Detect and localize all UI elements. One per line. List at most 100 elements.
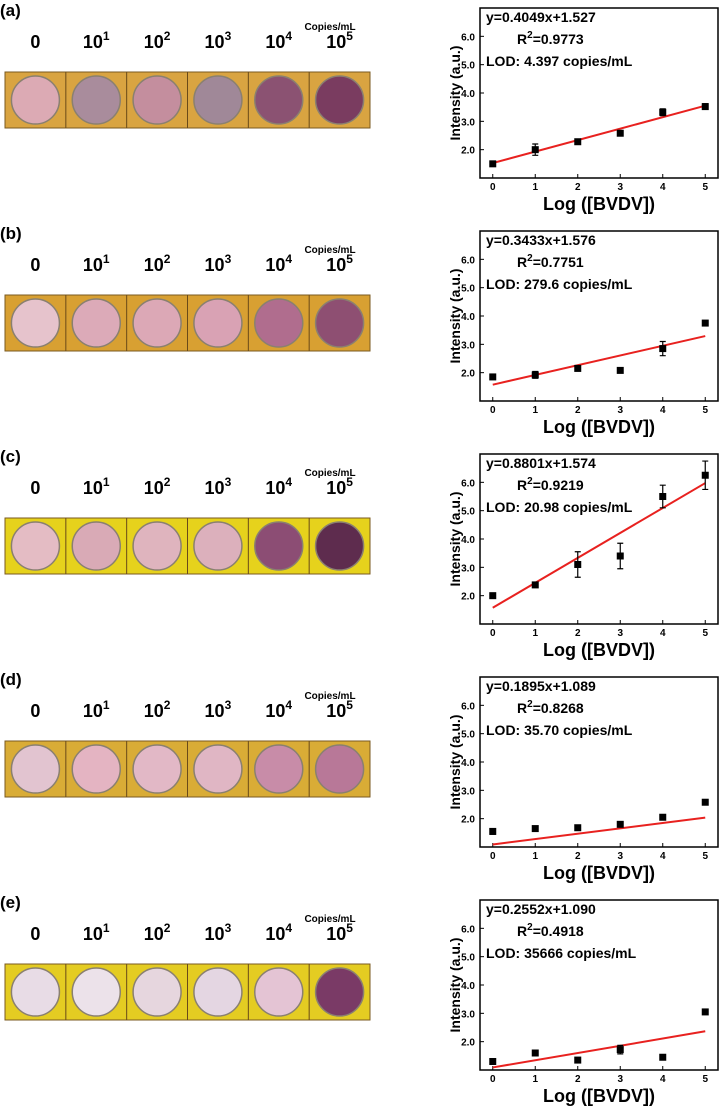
y-tick-label: 4.0 [461,312,475,323]
sample-base: 10 [83,924,103,944]
y-tick-label: 2.0 [461,1038,475,1049]
data-point [531,581,539,589]
x-tick-label: 0 [490,628,496,639]
x-tick-label: 4 [660,628,666,639]
y-tick-label: 6.0 [461,478,475,489]
well [71,967,121,1017]
sample-base: 10 [205,255,225,275]
sample-exponent: 2 [164,475,171,489]
lod: LOD: 35.70 copies/mL [486,722,633,738]
y-tick-label: 2.0 [461,369,475,380]
r-exponent: 2 [527,922,533,933]
sample-exponent: 4 [285,921,292,935]
y-tick-label: 4.0 [461,758,475,769]
x-tick-label: 0 [490,851,496,862]
sample-exponent: 1 [103,698,110,712]
sample-unit: Copies/mL [304,914,355,925]
sample-label: 105 [326,29,353,52]
well [254,744,304,794]
r-value: =0.9219 [533,477,584,493]
panel-label: (e) [0,893,21,912]
sample-exponent: 1 [103,921,110,935]
r-exponent: 2 [527,30,533,41]
data-point [616,366,624,374]
sample-label: 0 [30,701,40,721]
sample-exponent: 4 [285,252,292,266]
y-tick-label: 3.0 [461,786,475,797]
x-tick-label: 2 [575,1074,581,1085]
x-tick-label: 4 [660,1074,666,1085]
sample-base: 10 [83,701,103,721]
sample-label: 103 [205,475,232,498]
sample-base: 0 [30,924,40,944]
well [193,521,243,571]
well [71,521,121,571]
x-axis-label: Log ([BVDV]) [543,1086,655,1106]
plot-frame [479,453,719,625]
data-point [489,1058,497,1065]
x-axis-label: Log ([BVDV]) [543,194,655,214]
sample-base: 10 [326,701,346,721]
well [10,744,61,794]
data-point [701,103,709,111]
x-tick-label: 4 [660,405,666,416]
well [71,744,121,794]
sample-label: 105 [326,698,353,721]
r-exponent: 2 [527,476,533,487]
sample-label: 104 [265,252,292,275]
data-point [574,824,582,832]
y-tick-label: 2.0 [461,592,475,603]
well [314,521,365,571]
y-tick-label: 4.0 [461,981,475,992]
sample-label: 105 [326,921,353,944]
x-tick-label: 3 [617,851,623,862]
y-tick-label: 4.0 [461,535,475,546]
sample-base: 0 [30,701,40,721]
sample-base: 10 [205,478,225,498]
sample-label: 101 [83,29,110,52]
data-point [616,129,624,137]
sample-unit: Copies/mL [304,245,355,256]
r-value: =0.9773 [533,31,584,47]
data-point [531,1049,539,1057]
data-point [701,1008,709,1016]
well [132,744,182,794]
data-point [659,108,667,116]
x-tick-label: 3 [617,405,623,416]
sample-base: 10 [144,924,164,944]
well [254,967,304,1017]
data-point [659,345,667,353]
y-tick-label: 6.0 [461,924,475,935]
x-tick-label: 1 [532,1074,538,1085]
well [132,298,182,348]
r-squared: R2=0.9219 [517,476,584,493]
sample-base: 10 [205,32,225,52]
y-tick-label: 5.0 [461,61,475,72]
data-point [574,561,582,568]
r-squared: R2=0.4918 [517,922,584,939]
well [314,967,365,1017]
sample-base: 10 [265,701,285,721]
well [254,75,304,125]
sample-exponent: 5 [346,252,353,266]
data-point [531,146,539,154]
fit-line [492,104,706,165]
equation: y=0.8801x+1.574 [486,455,596,471]
sample-base: 10 [265,255,285,275]
sample-base: 10 [205,701,225,721]
sample-exponent: 4 [285,698,292,712]
r-symbol: R [517,923,527,939]
sample-exponent: 2 [164,698,171,712]
r-symbol: R [517,477,527,493]
equation: y=0.3433x+1.576 [486,232,596,248]
sample-base: 10 [265,924,285,944]
data-point [531,825,539,833]
sample-label: 102 [144,252,171,275]
sample-label: 0 [30,255,40,275]
sample-base: 10 [326,924,346,944]
sample-exponent: 3 [225,698,232,712]
x-tick-label: 3 [617,182,623,193]
y-tick-label: 5.0 [461,507,475,518]
